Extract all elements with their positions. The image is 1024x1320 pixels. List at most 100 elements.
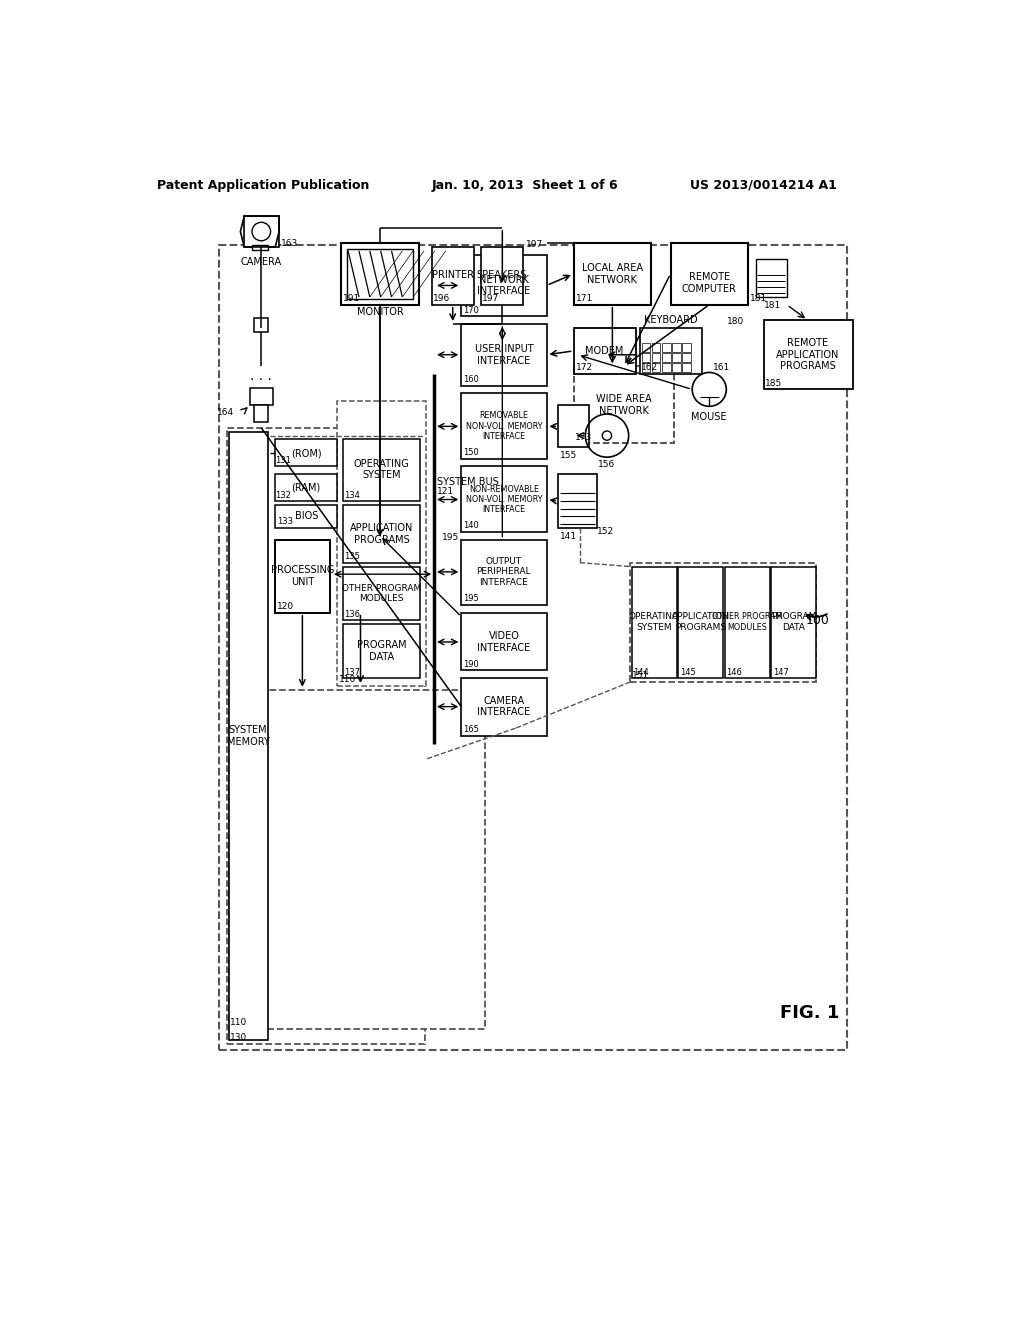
Bar bbox=[343, 506, 420, 562]
Text: 161: 161 bbox=[713, 363, 730, 372]
Bar bbox=[275, 504, 337, 528]
Text: REMOTE
COMPUTER: REMOTE COMPUTER bbox=[682, 272, 736, 294]
Bar bbox=[558, 474, 597, 528]
Bar bbox=[461, 466, 547, 532]
Text: 147: 147 bbox=[773, 668, 788, 677]
Bar bbox=[254, 318, 268, 331]
Text: 100: 100 bbox=[806, 614, 830, 627]
Text: 195: 195 bbox=[463, 594, 478, 603]
Text: REMOTE
APPLICATION
PROGRAMS: REMOTE APPLICATION PROGRAMS bbox=[776, 338, 840, 371]
Text: (RAM): (RAM) bbox=[292, 483, 321, 492]
Bar bbox=[558, 405, 589, 447]
Text: 197: 197 bbox=[525, 240, 543, 249]
Text: 110: 110 bbox=[230, 1018, 248, 1027]
Bar bbox=[341, 243, 419, 305]
Bar bbox=[343, 624, 420, 678]
Bar bbox=[275, 540, 330, 612]
Bar bbox=[343, 566, 420, 620]
Text: MOUSE: MOUSE bbox=[691, 412, 727, 422]
Text: NETWORK
INTERFACE: NETWORK INTERFACE bbox=[477, 275, 530, 296]
Text: Jan. 10, 2013  Sheet 1 of 6: Jan. 10, 2013 Sheet 1 of 6 bbox=[431, 178, 618, 191]
Text: US 2013/0014214 A1: US 2013/0014214 A1 bbox=[690, 178, 837, 191]
Bar bbox=[678, 566, 723, 678]
Text: 140: 140 bbox=[463, 521, 478, 531]
Bar bbox=[672, 354, 681, 362]
Bar bbox=[461, 678, 547, 737]
Text: PROGRAM
DATA: PROGRAM DATA bbox=[771, 612, 816, 632]
Bar bbox=[227, 428, 425, 1044]
Text: 156: 156 bbox=[598, 461, 615, 469]
Text: APPLICATION
PROGRAMS: APPLICATION PROGRAMS bbox=[672, 612, 730, 632]
Bar bbox=[682, 363, 690, 372]
Text: LOCAL AREA
NETWORK: LOCAL AREA NETWORK bbox=[582, 263, 643, 285]
Bar bbox=[642, 363, 650, 372]
Bar bbox=[632, 566, 677, 678]
Text: 185: 185 bbox=[765, 379, 782, 388]
Text: 173: 173 bbox=[575, 433, 593, 442]
Bar bbox=[245, 216, 280, 247]
Text: 155: 155 bbox=[560, 451, 578, 459]
Bar bbox=[228, 432, 267, 1040]
Bar bbox=[671, 243, 748, 305]
Bar bbox=[771, 566, 816, 678]
Bar bbox=[337, 401, 426, 686]
Text: 131: 131 bbox=[275, 455, 291, 465]
Text: 150: 150 bbox=[463, 449, 478, 457]
Text: MONITOR: MONITOR bbox=[356, 308, 403, 317]
Text: KEYBOARD: KEYBOARD bbox=[644, 315, 697, 325]
Bar bbox=[573, 327, 636, 374]
Bar bbox=[254, 405, 268, 422]
Bar bbox=[432, 247, 474, 305]
Text: PROCESSING
UNIT: PROCESSING UNIT bbox=[270, 565, 334, 586]
Text: 170: 170 bbox=[463, 306, 478, 314]
Text: 165: 165 bbox=[463, 726, 478, 734]
Bar bbox=[640, 327, 701, 374]
Text: 137: 137 bbox=[344, 668, 360, 677]
Text: . . .: . . . bbox=[250, 368, 272, 383]
Bar bbox=[252, 246, 267, 249]
Text: 160: 160 bbox=[463, 375, 478, 384]
Text: 146: 146 bbox=[726, 668, 742, 677]
Text: 180: 180 bbox=[727, 317, 744, 326]
Text: 141: 141 bbox=[560, 532, 578, 541]
Text: 136: 136 bbox=[344, 610, 360, 619]
Text: OUTPUT
PERIPHERAL
INTERFACE: OUTPUT PERIPHERAL INTERFACE bbox=[476, 557, 531, 587]
Text: NON-REMOVABLE
NON-VOL. MEMORY
INTERFACE: NON-REMOVABLE NON-VOL. MEMORY INTERFACE bbox=[466, 484, 542, 515]
Text: PRINTER: PRINTER bbox=[432, 271, 474, 280]
Text: 181: 181 bbox=[764, 301, 781, 310]
Bar bbox=[228, 689, 484, 1028]
Bar bbox=[672, 363, 681, 372]
Bar bbox=[480, 247, 523, 305]
Bar bbox=[642, 343, 650, 351]
Text: OPERATING
SYSTEM: OPERATING SYSTEM bbox=[629, 612, 680, 632]
Bar bbox=[672, 343, 681, 351]
Text: 144: 144 bbox=[633, 668, 649, 677]
Bar bbox=[652, 354, 660, 362]
Bar bbox=[756, 259, 786, 297]
Text: SYSTEM
MEMORY: SYSTEM MEMORY bbox=[226, 725, 269, 747]
Bar bbox=[250, 388, 273, 405]
Text: PROGRAM
DATA: PROGRAM DATA bbox=[356, 640, 407, 663]
Bar bbox=[573, 367, 675, 444]
Text: 197: 197 bbox=[482, 294, 500, 304]
Text: 171: 171 bbox=[575, 294, 593, 304]
Text: MODEM: MODEM bbox=[586, 346, 624, 356]
Text: 130: 130 bbox=[230, 1032, 248, 1041]
Text: FIG. 1: FIG. 1 bbox=[780, 1005, 840, 1022]
Text: APPLICATION
PROGRAMS: APPLICATION PROGRAMS bbox=[350, 523, 413, 545]
Text: 163: 163 bbox=[281, 239, 298, 248]
Bar bbox=[461, 255, 547, 317]
Text: 120: 120 bbox=[276, 602, 294, 611]
Text: CAMERA: CAMERA bbox=[241, 257, 282, 268]
Text: (ROM): (ROM) bbox=[291, 449, 322, 458]
Text: REMOVABLE
NON-VOL. MEMORY
INTERFACE: REMOVABLE NON-VOL. MEMORY INTERFACE bbox=[466, 412, 542, 441]
Bar bbox=[573, 243, 651, 305]
Text: 190: 190 bbox=[463, 660, 478, 669]
Text: OPERATING
SYSTEM: OPERATING SYSTEM bbox=[353, 458, 410, 480]
Bar bbox=[343, 440, 420, 502]
Bar bbox=[682, 343, 690, 351]
Bar bbox=[275, 474, 337, 502]
Text: SYSTEM BUS: SYSTEM BUS bbox=[437, 477, 499, 487]
Text: 181: 181 bbox=[751, 294, 768, 304]
Bar bbox=[275, 440, 337, 466]
